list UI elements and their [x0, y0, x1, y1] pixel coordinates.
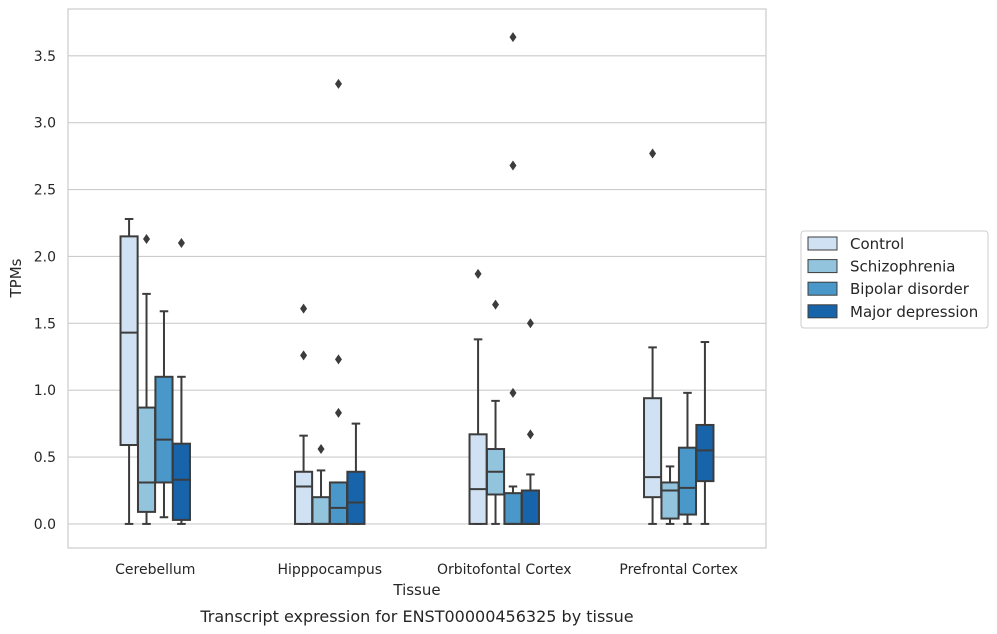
- box: [520, 318, 540, 525]
- y-tick-labels: 0.0 0.5 1.0 1.5 2.0 2.5 3.0 3.5: [34, 49, 56, 533]
- outlier-marker: [526, 429, 534, 440]
- legend-swatch: [807, 281, 838, 296]
- outlier-marker: [509, 32, 517, 43]
- box-iqr: [695, 423, 715, 483]
- outlier-marker: [649, 148, 657, 159]
- box-group: [468, 32, 540, 525]
- box-iqr: [136, 406, 157, 513]
- box: [503, 32, 523, 525]
- box: [660, 465, 680, 525]
- outlier-marker: [300, 303, 308, 314]
- y-tick-label: 1.5: [34, 316, 56, 332]
- outlier-marker: [526, 318, 534, 329]
- outlier-marker: [474, 268, 482, 279]
- y-tick-label: 1.0: [34, 383, 56, 399]
- box: [328, 78, 349, 525]
- y-tick-label: 3.0: [34, 116, 56, 132]
- box-iqr: [311, 496, 331, 525]
- legend-item: Control: [807, 235, 904, 253]
- legend: Control Schizophrenia Bipolar disorder Majo…: [800, 230, 989, 329]
- box-group: [294, 78, 366, 525]
- box: [468, 268, 488, 525]
- x-tick-label: Hipppocampus: [277, 562, 382, 578]
- box-iqr: [328, 481, 349, 525]
- legend-item: Bipolar disorder: [807, 280, 970, 298]
- outlier-marker: [334, 354, 342, 365]
- box-groups: [119, 32, 715, 525]
- x-tick-label: Orbitofontal Cortex: [437, 562, 572, 578]
- y-tick-label: 0.5: [34, 450, 56, 466]
- y-tick-label: 2.0: [34, 249, 56, 265]
- y-axis-label: TPMs: [7, 258, 25, 298]
- y-tick-label: 3.5: [34, 49, 56, 65]
- box-group: [119, 217, 191, 525]
- outlier-marker: [334, 407, 342, 418]
- y-tick-label: 0.0: [34, 517, 56, 533]
- box-iqr: [119, 235, 139, 447]
- legend-swatch: [807, 236, 838, 251]
- box: [346, 422, 366, 525]
- legend-swatch: [807, 304, 838, 319]
- x-tick-label: Prefrontal Cortex: [619, 562, 738, 578]
- outlier-marker: [143, 234, 151, 245]
- x-tick-label: Cerebellum: [115, 562, 195, 578]
- outlier-marker: [317, 444, 325, 455]
- box-iqr: [468, 433, 488, 525]
- box-iqr: [503, 492, 523, 525]
- box-iqr: [677, 446, 698, 516]
- outlier-marker: [334, 78, 342, 89]
- box: [294, 303, 314, 525]
- outlier-marker: [492, 299, 500, 310]
- box-group: [643, 148, 715, 525]
- box-iqr: [643, 397, 663, 499]
- box-iqr: [660, 481, 680, 520]
- box-iqr: [520, 489, 540, 525]
- box-iqr: [154, 375, 174, 484]
- box: [695, 341, 715, 525]
- box-iqr: [346, 470, 366, 525]
- y-tick-label: 2.5: [34, 183, 56, 199]
- outlier-marker: [509, 160, 517, 171]
- legend-frame: [800, 230, 989, 329]
- box: [119, 217, 139, 525]
- box: [643, 148, 663, 525]
- box: [677, 391, 698, 525]
- box: [154, 310, 174, 519]
- outlier-marker: [177, 238, 185, 249]
- legend-item: Schizophrenia: [807, 258, 955, 276]
- x-axis-label: Tissue: [392, 581, 440, 599]
- box-iqr: [171, 442, 191, 521]
- legend-label: Control: [850, 235, 904, 253]
- outlier-marker: [300, 350, 308, 361]
- legend-label: Schizophrenia: [850, 258, 955, 276]
- legend-label: Bipolar disorder: [850, 280, 970, 298]
- box: [171, 238, 191, 525]
- box: [485, 299, 506, 525]
- chart-caption: Transcript expression for ENST0000045632…: [199, 607, 633, 626]
- box-iqr: [294, 470, 314, 525]
- legend-label: Major depression: [850, 303, 978, 321]
- x-tick-labels: Cerebellum Hipppocampus Orbitofontal Corte…: [115, 562, 738, 578]
- box: [311, 444, 331, 525]
- plot-frame: [67, 8, 767, 549]
- box: [136, 234, 157, 525]
- legend-item: Major depression: [807, 303, 978, 321]
- outlier-marker: [509, 387, 517, 398]
- legend-swatch: [807, 259, 838, 274]
